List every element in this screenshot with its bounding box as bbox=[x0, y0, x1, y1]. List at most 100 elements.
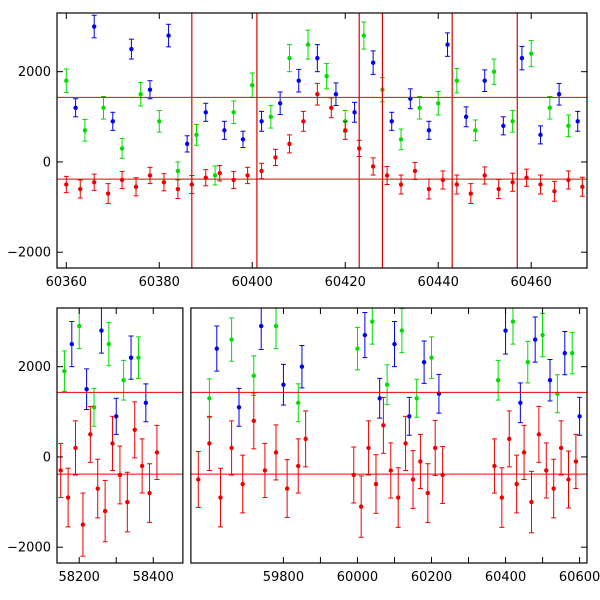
data-point bbox=[324, 73, 329, 79]
data-point bbox=[398, 182, 404, 187]
data-point bbox=[573, 459, 579, 464]
data-point bbox=[370, 319, 375, 324]
data-point bbox=[78, 186, 83, 192]
y-tick-label: 0 bbox=[43, 450, 51, 465]
data-point bbox=[251, 373, 257, 378]
data-point bbox=[214, 346, 219, 351]
data-point bbox=[514, 481, 519, 487]
data-point bbox=[558, 445, 564, 451]
data-point bbox=[395, 495, 401, 500]
data-point bbox=[392, 341, 397, 347]
data-point bbox=[355, 346, 360, 351]
data-point bbox=[532, 337, 538, 342]
data-point bbox=[73, 445, 78, 451]
data-point bbox=[222, 128, 227, 133]
data-point bbox=[540, 332, 545, 338]
data-point bbox=[73, 105, 78, 110]
data-point bbox=[556, 92, 562, 97]
y-tick-label: 0 bbox=[43, 155, 51, 170]
data-point bbox=[64, 78, 69, 83]
data-point bbox=[418, 459, 423, 464]
data-point bbox=[139, 463, 145, 469]
data-point bbox=[454, 78, 460, 83]
data-point bbox=[106, 341, 112, 347]
data-point bbox=[421, 359, 427, 365]
data-point bbox=[315, 55, 320, 61]
data-point bbox=[110, 119, 115, 124]
data-point bbox=[203, 110, 208, 115]
data-point bbox=[425, 490, 431, 496]
data-point bbox=[501, 123, 506, 129]
data-point bbox=[414, 396, 419, 401]
data-point bbox=[273, 155, 278, 160]
data-point bbox=[454, 182, 460, 187]
data-point bbox=[510, 119, 515, 124]
data-point bbox=[284, 486, 290, 491]
data-point bbox=[547, 378, 553, 383]
data-point bbox=[384, 173, 390, 178]
data-point bbox=[491, 69, 497, 74]
data-point bbox=[91, 405, 97, 410]
data-point bbox=[91, 24, 97, 29]
data-point bbox=[499, 495, 505, 500]
data-point bbox=[296, 78, 301, 83]
x-tick-label: 60380 bbox=[139, 275, 180, 290]
data-point bbox=[277, 101, 283, 106]
data-point bbox=[426, 128, 432, 133]
x-tick-label: 60440 bbox=[418, 275, 459, 290]
data-point bbox=[218, 495, 223, 500]
data-point bbox=[495, 378, 501, 383]
data-point bbox=[410, 477, 416, 482]
data-point bbox=[473, 128, 478, 133]
data-point bbox=[373, 481, 379, 487]
data-point bbox=[407, 414, 412, 419]
data-point bbox=[358, 504, 364, 509]
x-tick-label: 60460 bbox=[511, 275, 552, 290]
data-point bbox=[503, 328, 508, 333]
data-point bbox=[117, 472, 123, 478]
data-point bbox=[412, 168, 418, 174]
data-point bbox=[240, 481, 245, 487]
data-point bbox=[569, 350, 575, 356]
data-point bbox=[250, 83, 255, 88]
data-point bbox=[566, 477, 571, 482]
data-point bbox=[287, 55, 292, 61]
data-point bbox=[80, 522, 86, 527]
data-point bbox=[231, 177, 236, 183]
data-point bbox=[133, 184, 139, 189]
data-point bbox=[268, 114, 274, 120]
data-point bbox=[212, 173, 218, 178]
data-point bbox=[69, 341, 75, 347]
data-point bbox=[403, 441, 408, 446]
data-point bbox=[377, 396, 382, 401]
series-0 bbox=[73, 14, 581, 153]
data-point bbox=[566, 177, 571, 183]
data-point bbox=[240, 137, 246, 142]
axes-frame bbox=[56, 12, 588, 269]
data-point bbox=[436, 101, 441, 106]
data-point bbox=[91, 180, 97, 185]
data-point bbox=[303, 436, 308, 442]
data-point bbox=[552, 189, 557, 194]
x-tick-label: 60400 bbox=[232, 275, 273, 290]
data-point bbox=[166, 33, 171, 38]
data-point bbox=[114, 414, 119, 419]
data-point bbox=[245, 173, 250, 178]
data-point bbox=[259, 119, 264, 124]
data-point bbox=[77, 323, 82, 329]
x-tick-label: 60200 bbox=[411, 570, 452, 585]
data-point bbox=[429, 355, 434, 360]
data-point bbox=[125, 499, 130, 505]
data-point bbox=[119, 146, 125, 151]
data-point bbox=[229, 337, 234, 342]
top-panel: −2000 0 2000 60360 60380 60400 60420 60440 60460 bbox=[7, 12, 588, 290]
data-point bbox=[518, 400, 523, 405]
axes-frame bbox=[190, 307, 588, 564]
y-tick-label: 2000 bbox=[18, 65, 51, 80]
x-tick-label: 60420 bbox=[325, 275, 366, 290]
data-point bbox=[154, 450, 160, 455]
data-point bbox=[482, 78, 487, 83]
data-point bbox=[519, 55, 525, 61]
data-point bbox=[482, 173, 487, 178]
data-point bbox=[529, 51, 534, 56]
